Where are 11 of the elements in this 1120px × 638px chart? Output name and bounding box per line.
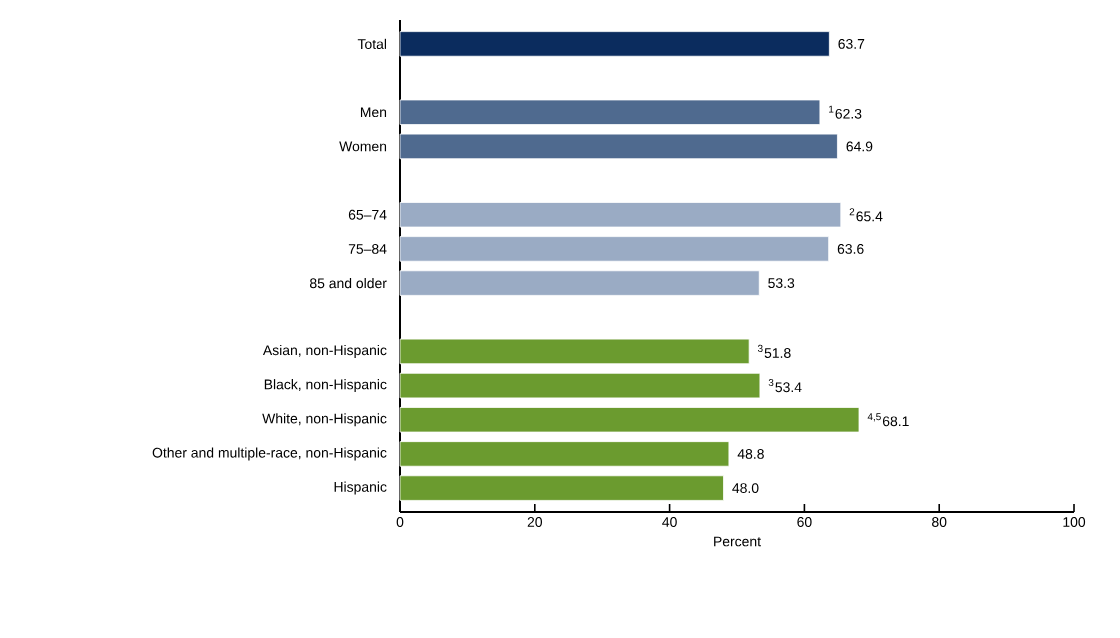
bar — [399, 236, 830, 262]
bar — [399, 338, 750, 365]
bar — [399, 31, 830, 57]
bar — [399, 270, 760, 296]
bar — [399, 202, 842, 228]
bar — [399, 441, 730, 467]
bar — [399, 372, 761, 399]
bar — [399, 133, 838, 160]
bar — [399, 475, 724, 501]
bar — [399, 99, 821, 125]
bar — [399, 407, 860, 433]
